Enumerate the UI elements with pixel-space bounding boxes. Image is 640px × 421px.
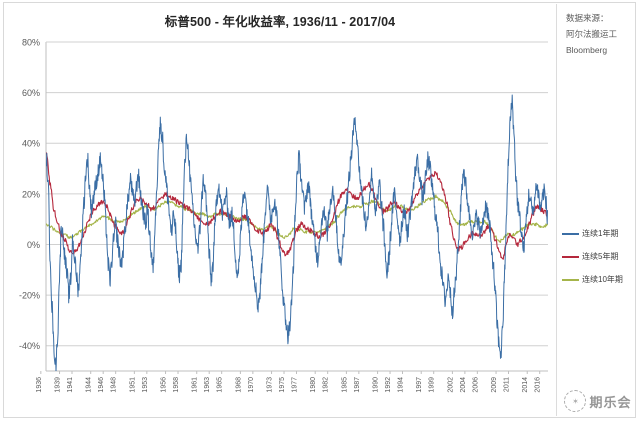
y-axis-tick-label: -20%: [19, 291, 40, 301]
watermark-text: 期乐会: [589, 394, 632, 410]
x-axis-tick-label: 1994: [398, 377, 405, 393]
x-axis-tick-label: 1956: [161, 377, 168, 393]
x-axis-tick-label: 1951: [129, 377, 136, 393]
x-axis-tick-label: 1970: [248, 377, 255, 393]
x-axis-tick-label: 1999: [429, 377, 436, 393]
x-axis-tick-label: 1997: [416, 377, 423, 393]
source-note: 数据来源： 阿尔法搬运工 Bloomberg: [566, 10, 636, 58]
y-axis-tick-label: 60%: [22, 88, 40, 98]
legend-item-0[interactable]: 连续1年期: [562, 222, 638, 245]
x-axis-tick-label: 1948: [111, 377, 118, 393]
legend-swatch-icon: [562, 278, 579, 281]
x-axis-tick-label: 1968: [235, 377, 242, 393]
y-axis-tick-label: 20%: [22, 189, 40, 199]
x-axis-tick-label: 2016: [535, 377, 542, 393]
y-axis-tick-label: 40%: [22, 139, 40, 149]
series-line: [46, 94, 548, 371]
legend-swatch-icon: [562, 232, 579, 235]
page-title: 标普500 - 年化收益率, 1936/11 - 2017/04: [164, 15, 396, 29]
x-axis-tick-label: 1975: [279, 377, 286, 393]
x-axis-tick-label: 1987: [354, 377, 361, 393]
circle-logo-icon: ✶: [564, 390, 587, 412]
legend-item-1[interactable]: 连续5年期: [562, 245, 638, 268]
x-axis-tick-label: 1953: [142, 377, 149, 393]
x-axis-tick-label: 2004: [460, 377, 467, 393]
y-axis-tick-label: -40%: [19, 341, 40, 351]
plot-area: 80% 60% 40% 20% 0% -20% -40% 1936 1939 1941 1944 19…: [19, 38, 548, 393]
x-axis-tick-label: 1961: [192, 377, 199, 393]
y-axis-tick-label: 0%: [27, 240, 40, 250]
legend-item-2[interactable]: 连续10年期: [562, 268, 638, 291]
x-axis-tick-label: 1982: [323, 377, 330, 393]
x-axis-tick-label: 1977: [292, 377, 299, 393]
x-axis-tick-label: 1939: [55, 377, 62, 393]
x-axis-tick-label: 1944: [86, 377, 93, 393]
legend-swatch-icon: [562, 255, 579, 258]
chart-svg: 80% 60% 40% 20% 0% -20% -40% 1936 1939 1941 1944 19…: [19, 38, 548, 393]
x-axis-tick-label: 1936: [36, 377, 43, 393]
x-axis-tick-label: 2002: [447, 377, 454, 393]
x-axis-tick-label: 1992: [385, 377, 392, 393]
x-axis-tick-label: 2009: [491, 377, 498, 393]
x-axis-tick-label: 2006: [472, 377, 479, 393]
series-line: [46, 152, 548, 260]
y-axis-tick-label: 80%: [22, 38, 40, 48]
x-axis-tick-label: 1958: [173, 377, 180, 393]
x-axis-tick-label: 1965: [217, 377, 224, 393]
watermark: ✶ 期乐会: [556, 383, 640, 419]
source-note-line1: 数据来源：: [566, 13, 609, 23]
x-axis-tick-label: 1941: [67, 377, 74, 393]
x-axis-tick-label: 1946: [98, 377, 105, 393]
legend-label: 连续1年期: [582, 229, 619, 238]
legend-label: 连续5年期: [582, 252, 619, 261]
panel-divider: [556, 4, 557, 416]
chart-legend: 连续1年期连续5年期连续10年期: [562, 222, 638, 291]
x-axis-tick-label: 1973: [267, 377, 274, 393]
x-axis-tick-label: 1963: [204, 377, 211, 393]
x-axis-tick-label: 2011: [504, 377, 511, 392]
x-axis-tick-label: 1990: [373, 377, 380, 393]
outer-frame: [3, 2, 636, 418]
x-axis-tick-label: 1980: [310, 377, 317, 393]
x-axis-tick-label: 1985: [341, 377, 348, 393]
legend-label: 连续10年期: [582, 275, 623, 284]
source-note-line2: 阿尔法搬运工: [566, 29, 618, 39]
x-axis-tick-label: 2014: [522, 377, 529, 393]
source-note-line3: Bloomberg: [566, 45, 608, 55]
